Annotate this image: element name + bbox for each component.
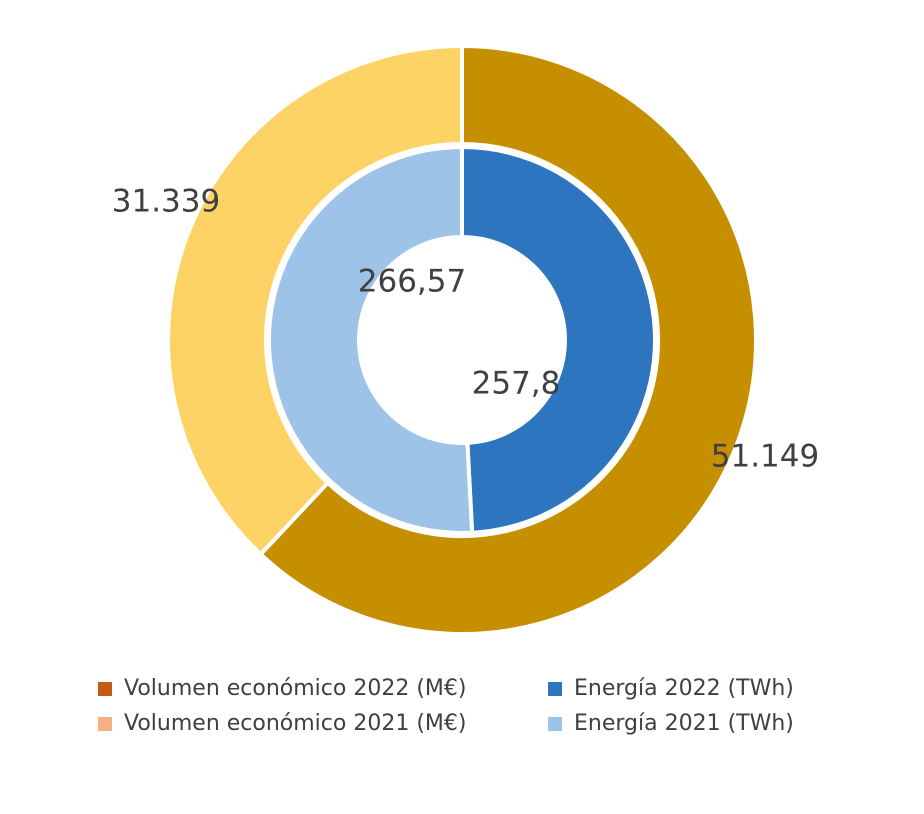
chart-data-labels: 51.149 31.339 257,8 266,57 [112,184,819,475]
legend-label-volumen-2021: Volumen económico 2021 (M€) [124,711,467,736]
legend-item-energia-2022: Energía 2022 (TWh) [548,676,848,701]
legend-item-volumen-2021: Volumen económico 2021 (M€) [98,711,548,736]
legend-swatch-energia-2021 [548,716,562,731]
legend-swatch-energia-2022 [548,681,562,696]
data-label-inner-1: 266,57 [358,264,466,300]
slice-outer-1 [166,43,464,558]
legend-swatch-volumen-2021 [98,716,112,731]
slice-inner-0 [460,144,657,535]
legend-item-energia-2021: Energía 2021 (TWh) [548,711,848,736]
legend-label-energia-2022: Energía 2022 (TWh) [574,676,794,701]
data-label-outer-0: 51.149 [711,439,819,475]
legend-item-volumen-2022: Volumen económico 2022 (M€) [98,676,548,701]
slice-outer-0 [257,43,758,636]
legend-label-energia-2021: Energía 2021 (TWh) [574,711,794,736]
legend-swatch-volumen-2022 [98,681,112,696]
data-label-outer-1: 31.339 [112,184,220,220]
slice-inner-1 [267,144,475,535]
legend-label-volumen-2022: Volumen económico 2022 (M€) [124,676,467,701]
chart-rings [166,43,758,636]
data-label-inner-0: 257,8 [472,366,561,402]
chart-legend: Volumen económico 2022 (M€) Energía 2022… [98,676,858,736]
